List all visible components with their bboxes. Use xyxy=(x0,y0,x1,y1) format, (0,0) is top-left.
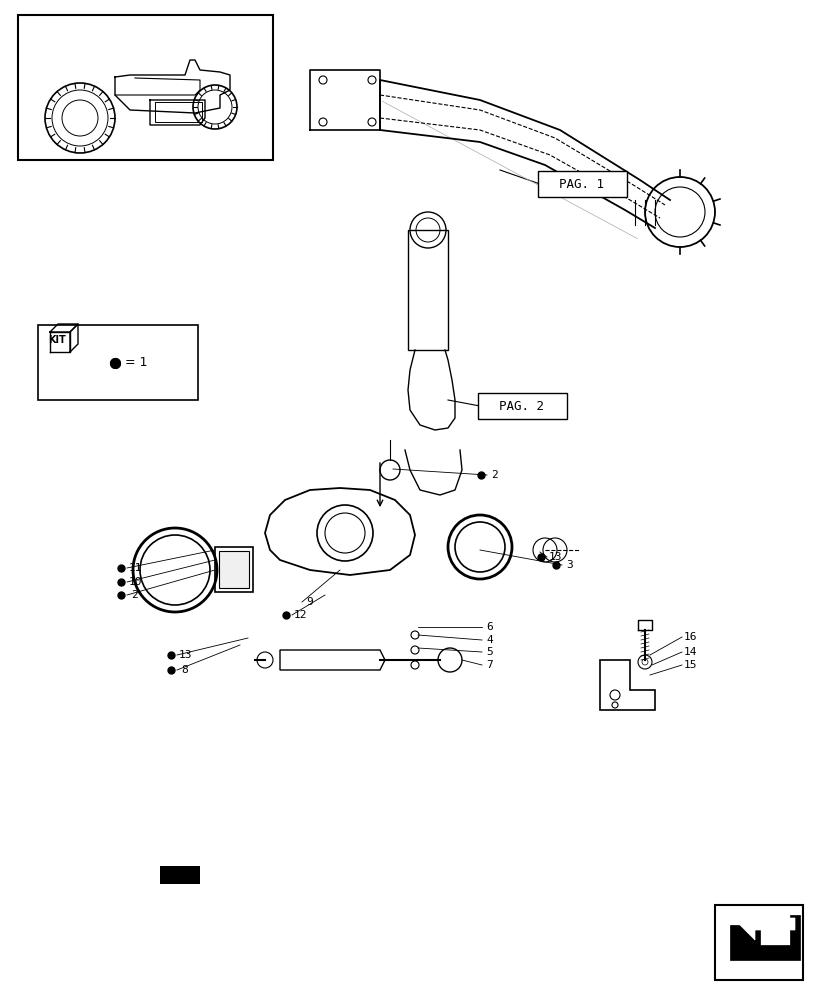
Text: 3: 3 xyxy=(566,560,572,570)
Text: 13: 13 xyxy=(178,650,192,660)
Text: 10: 10 xyxy=(128,577,141,587)
Text: = 1: = 1 xyxy=(125,356,147,369)
Text: 9: 9 xyxy=(306,597,313,607)
Bar xyxy=(18,15,273,160)
Text: 4: 4 xyxy=(486,635,493,645)
Text: 12: 12 xyxy=(293,610,306,620)
Bar xyxy=(215,547,253,592)
Text: PAG. 2: PAG. 2 xyxy=(499,399,544,412)
Text: 15: 15 xyxy=(682,660,696,670)
Text: 6: 6 xyxy=(486,622,493,632)
Text: 8: 8 xyxy=(181,665,189,675)
Text: 2: 2 xyxy=(491,470,498,480)
Bar xyxy=(218,551,249,588)
Text: 5: 5 xyxy=(486,647,493,657)
Text: 11: 11 xyxy=(128,563,141,573)
Text: 2: 2 xyxy=(131,590,138,600)
Bar xyxy=(38,325,198,400)
Bar xyxy=(408,230,447,350)
Bar xyxy=(715,905,802,980)
Bar xyxy=(160,866,200,884)
FancyBboxPatch shape xyxy=(538,171,626,197)
Text: KIT: KIT xyxy=(48,335,66,345)
Polygon shape xyxy=(729,915,799,960)
Text: 13: 13 xyxy=(547,552,561,562)
FancyBboxPatch shape xyxy=(477,393,566,419)
Text: 16: 16 xyxy=(682,632,696,642)
Polygon shape xyxy=(734,910,794,940)
Text: PAG. 1: PAG. 1 xyxy=(559,178,604,191)
Text: 7: 7 xyxy=(486,660,493,670)
Text: 14: 14 xyxy=(682,647,696,657)
